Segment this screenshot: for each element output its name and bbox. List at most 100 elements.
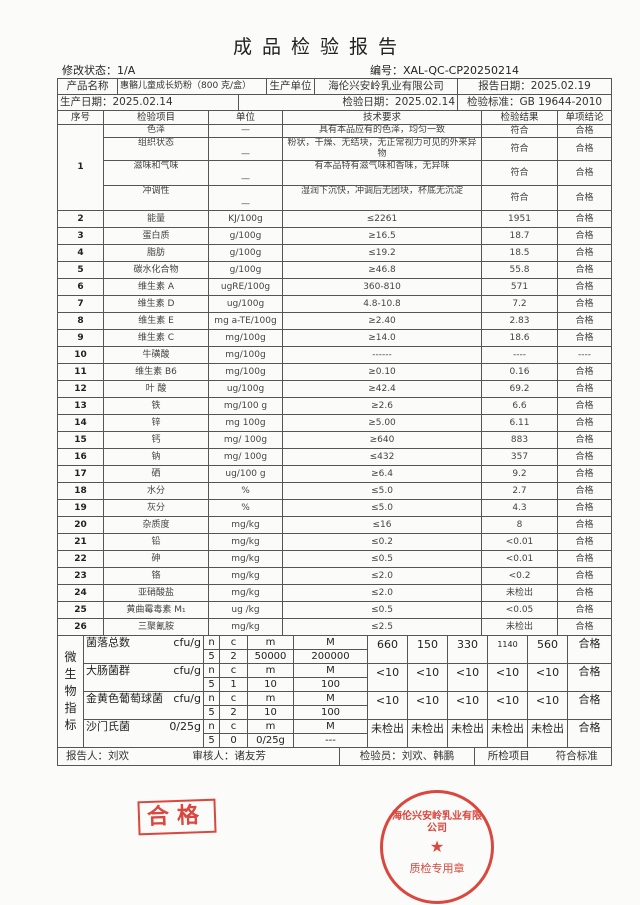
table-row: 20 杂质度 mg/kg ≤16 8 合格 xyxy=(57,516,612,534)
unit: g/100g xyxy=(208,227,283,245)
unit: mg 100g xyxy=(208,414,283,432)
result: 357 xyxy=(481,448,558,466)
reporter-reviewer-cell: 报告人：刘欢 审核人：诸友芳 xyxy=(57,747,340,766)
result: <0.01 xyxy=(481,550,558,568)
plan-value: 50000 xyxy=(247,649,294,664)
requirement: ≥2.40 xyxy=(282,312,482,330)
item-name: 灰分 xyxy=(103,499,209,517)
table-row: 11 维生素 B6 mg/100g ≥0.10 0.16 合格 xyxy=(57,363,612,381)
plan-header: M xyxy=(293,691,368,706)
result: 18.5 xyxy=(481,244,558,262)
header-row: 序号 检验项目 单位 技术要求 检验结果 单项结论 xyxy=(57,110,612,125)
table-row: 22 砷 mg/kg ≤0.5 <0.01 合格 xyxy=(57,550,612,568)
seal-star-icon: ★ xyxy=(429,837,445,856)
row-number: 12 xyxy=(57,380,104,398)
result: <0.05 xyxy=(481,601,558,619)
plan-value: 10 xyxy=(247,677,294,692)
item-name: 维生素 D xyxy=(103,295,209,313)
conclusion: 合格 xyxy=(557,160,612,186)
micro-result: 未检出 xyxy=(367,719,408,748)
unit: ug/100g xyxy=(208,380,283,398)
item-name: 脂肪 xyxy=(103,244,209,262)
result: 0.16 xyxy=(481,363,558,381)
column-header-no: 序号 xyxy=(57,110,104,125)
item-name: 叶 酸 xyxy=(103,380,209,398)
document-number: 编号：XAL-QC-CP20250214 xyxy=(370,64,519,77)
unit: mg a-TE/100g xyxy=(208,312,283,330)
requirement: ≤0.2 xyxy=(282,533,482,551)
plan-header: m xyxy=(247,719,294,734)
micro-row: cfu/g 大肠菌群 n c m M <10 <10 <10 <10 <10 合格 xyxy=(58,663,612,692)
row-number: 17 xyxy=(57,465,104,483)
all-items-value: 符合标准 xyxy=(542,747,612,766)
microbiology-table: 微生物指标 cfu/g 菌落总数 n c m M 660 150 330 1140 560 合格 5 2 50… xyxy=(57,635,612,748)
plan-header: M xyxy=(293,719,368,734)
result: 2.7 xyxy=(481,482,558,500)
requirement: ≤2.0 xyxy=(282,567,482,585)
requirement: ≥5.00 xyxy=(282,414,482,432)
micro-result: 1140 xyxy=(487,635,528,664)
unit: ug/100 g xyxy=(208,465,283,483)
micro-row: 微生物指标 cfu/g 菌落总数 n c m M 660 150 330 1140 560 合格 xyxy=(57,635,612,748)
plan-value: 5 xyxy=(203,733,220,748)
table-row: 滋味和气味 — 有本品特有滋气味和香味，无异味 符合 合格 xyxy=(58,160,612,186)
plan-header: c xyxy=(219,691,248,706)
conclusion: 合格 xyxy=(567,719,612,748)
table-row: 24 亚硝酸盐 mg/kg ≤2.0 未检出 合格 xyxy=(57,584,612,602)
table-row: 21 铅 mg/kg ≤0.2 <0.01 合格 xyxy=(57,533,612,551)
plan-value: 5 xyxy=(203,705,220,720)
plan-header: m xyxy=(247,663,294,678)
micro-item-unit: cfu/g xyxy=(173,692,201,706)
conclusion: 合格 xyxy=(557,124,612,138)
result: 18.6 xyxy=(481,329,558,347)
column-header-result: 检验结果 xyxy=(481,110,558,125)
requirement: 360-810 xyxy=(282,278,482,296)
conclusion: 合格 xyxy=(557,261,612,279)
requirement: ≤5.0 xyxy=(282,499,482,517)
conclusion: 合格 xyxy=(557,414,612,432)
conclusion: 合格 xyxy=(557,137,612,161)
conclusion: 合格 xyxy=(557,448,612,466)
unit: mg/ 100g xyxy=(208,448,283,466)
conclusion: 合格 xyxy=(557,584,612,602)
requirement: ≥46.8 xyxy=(282,261,482,279)
row-number: 15 xyxy=(57,431,104,449)
plan-value: --- xyxy=(293,733,368,748)
test-date: 检验日期：2025.02.14 xyxy=(237,94,459,111)
plan-value: 0/25g xyxy=(247,733,294,748)
result: 符合 xyxy=(481,124,558,138)
table-row: 23 铬 mg/kg ≤2.0 <0.2 合格 xyxy=(57,567,612,585)
micro-item-name: cfu/g 大肠菌群 xyxy=(83,663,204,692)
requirement: ≥640 xyxy=(282,431,482,449)
result: 18.7 xyxy=(481,227,558,245)
conclusion: 合格 xyxy=(557,516,612,534)
plan-header: n xyxy=(203,691,220,706)
plan-value: 0 xyxy=(219,733,248,748)
quality-seal: 海伦兴安岭乳业有限公司 ★ 质检专用章 xyxy=(380,790,494,904)
table-row: 5 碳水化合物 g/100g ≥46.8 55.8 合格 xyxy=(57,261,612,279)
micro-item-label: 金黄色葡萄球菌 xyxy=(86,692,163,706)
conclusion: 合格 xyxy=(557,363,612,381)
unit: mg/kg xyxy=(208,618,283,636)
micro-result: 未检出 xyxy=(527,719,568,748)
plan-value: 1 xyxy=(219,677,248,692)
document-title: 成品检验报告 xyxy=(232,36,407,58)
pass-stamp: 合格 xyxy=(137,798,217,836)
unit: — xyxy=(208,160,283,186)
conclusion: 合格 xyxy=(557,244,612,262)
plan-value: 100 xyxy=(293,705,368,720)
requirement: ≥2.6 xyxy=(282,397,482,415)
row-number: 26 xyxy=(57,618,104,636)
conclusion: 合格 xyxy=(557,601,612,619)
table-row: 组织状态 — 粉状，干燥、无结块，无正常视力可见的外来异物 符合 合格 xyxy=(58,137,612,161)
requirement: 粉状，干燥、无结块，无正常视力可见的外来异物 xyxy=(282,137,482,161)
plan-header: m xyxy=(247,691,294,706)
result: 未检出 xyxy=(481,618,558,636)
micro-row: 5 2 10 100 xyxy=(58,705,612,720)
plan-header: c xyxy=(219,719,248,734)
row-number: 6 xyxy=(57,278,104,296)
unit: g/100g xyxy=(208,244,283,262)
